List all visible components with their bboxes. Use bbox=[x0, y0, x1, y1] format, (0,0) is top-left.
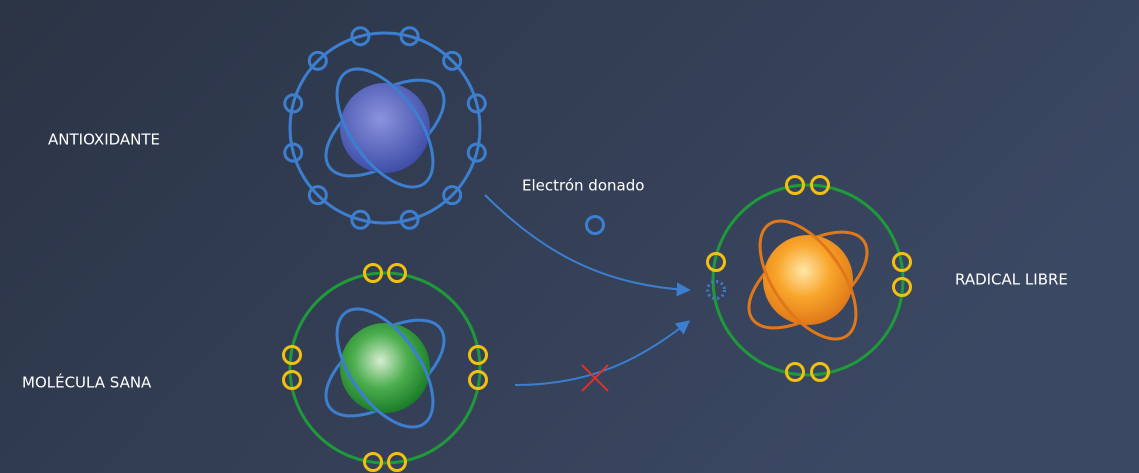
nucleus bbox=[763, 235, 853, 325]
nucleus bbox=[340, 323, 430, 413]
antioxidant-label: ANTIOXIDANTE bbox=[48, 131, 160, 149]
free-radical-label: RADICAL LIBRE bbox=[955, 271, 1068, 289]
healthy-molecule-label: MOLÉCULA SANA bbox=[22, 373, 152, 392]
donated-electron-label: Electrón donado bbox=[522, 177, 644, 195]
background bbox=[0, 0, 1139, 473]
nucleus bbox=[340, 83, 430, 173]
page: ANTIOXIDANTE Electrón donado MOLÉCULA SA… bbox=[0, 0, 1139, 473]
diagram: ANTIOXIDANTE Electrón donado MOLÉCULA SA… bbox=[0, 0, 1139, 473]
